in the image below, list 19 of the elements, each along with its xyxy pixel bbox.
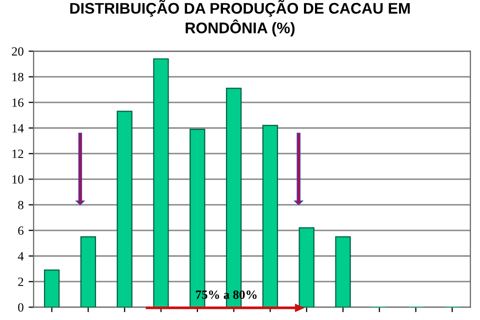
y-tick-label: 20 <box>12 47 24 56</box>
bar <box>44 270 60 308</box>
y-tick-label: 8 <box>18 200 24 210</box>
bar <box>262 124 278 308</box>
bar <box>153 58 169 308</box>
y-tick-label: 18 <box>12 72 24 82</box>
y-tick-label: 0 <box>18 303 24 312</box>
y-tick-label: 16 <box>12 98 24 107</box>
bar <box>116 110 132 308</box>
y-tick-label: 2 <box>18 278 24 286</box>
chart-title: DISTRIBUIÇÃO DA PRODUÇÃO DE CACAU EM RONDÔNIA (%) <box>70 0 410 36</box>
y-tick-label: 10 <box>12 175 24 184</box>
y-tick-label: 4 <box>18 252 24 260</box>
bar <box>335 236 351 308</box>
bar <box>298 227 314 308</box>
y-tick-label: 6 <box>18 226 24 235</box>
bar <box>80 236 96 308</box>
y-tick-label: 12 <box>12 150 24 158</box>
y-tick-label: 14 <box>12 124 24 132</box>
